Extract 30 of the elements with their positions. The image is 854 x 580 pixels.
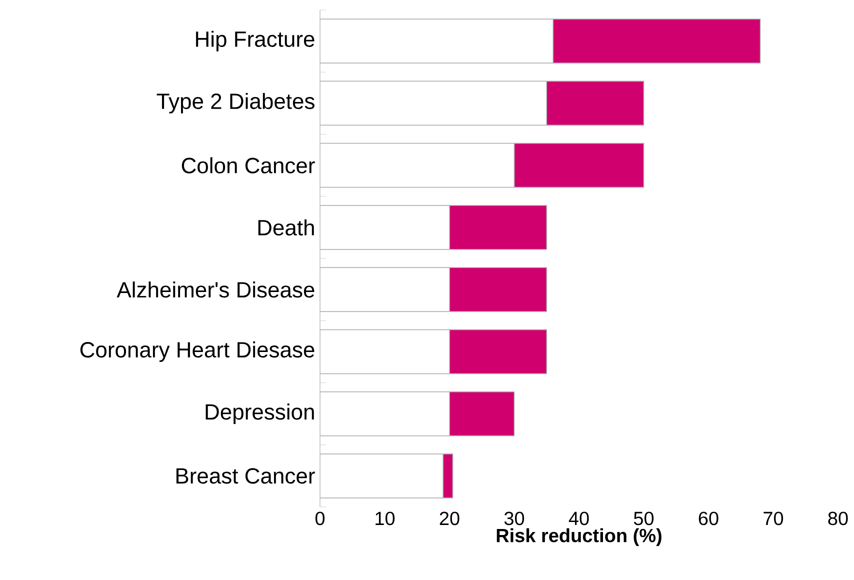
bar — [449, 391, 515, 436]
x-tick-label: 40 — [568, 512, 589, 526]
bar — [320, 142, 515, 188]
x-tick-label: 80 — [828, 512, 848, 526]
y-tick-label: Hip Fracture — [196, 30, 314, 52]
y-tick-label: Depression — [206, 404, 314, 424]
bar — [320, 454, 444, 498]
bar — [320, 80, 548, 126]
x-tick-label: 60 — [698, 512, 718, 526]
x-tick-label: 10 — [376, 512, 395, 526]
bar — [320, 18, 554, 64]
y-tick-label: Colon Cancer — [182, 157, 315, 174]
y-tick-label: Coronary Heart Diesase — [80, 341, 314, 362]
x-axis-title: Risk reduction (%) — [496, 528, 662, 546]
y-tick-label: Type 2 Diabetes — [156, 92, 314, 114]
y-tick-label: Death — [258, 219, 314, 236]
x-tick-label: 0 — [315, 512, 325, 526]
bar — [320, 391, 450, 436]
y-tick-label: Alzheimer's Disease — [116, 281, 314, 298]
bar — [449, 205, 548, 250]
bar — [320, 267, 450, 312]
x-tick-label: 50 — [634, 512, 654, 526]
x-tick-label: 20 — [440, 512, 460, 526]
bar — [320, 329, 450, 374]
bar — [449, 267, 548, 312]
x-tick-label: 70 — [764, 512, 784, 526]
x-tick-label: 30 — [504, 512, 524, 526]
bar — [449, 329, 548, 374]
bar — [320, 205, 450, 250]
y-tick-label: Breast Cancer — [176, 468, 315, 484]
